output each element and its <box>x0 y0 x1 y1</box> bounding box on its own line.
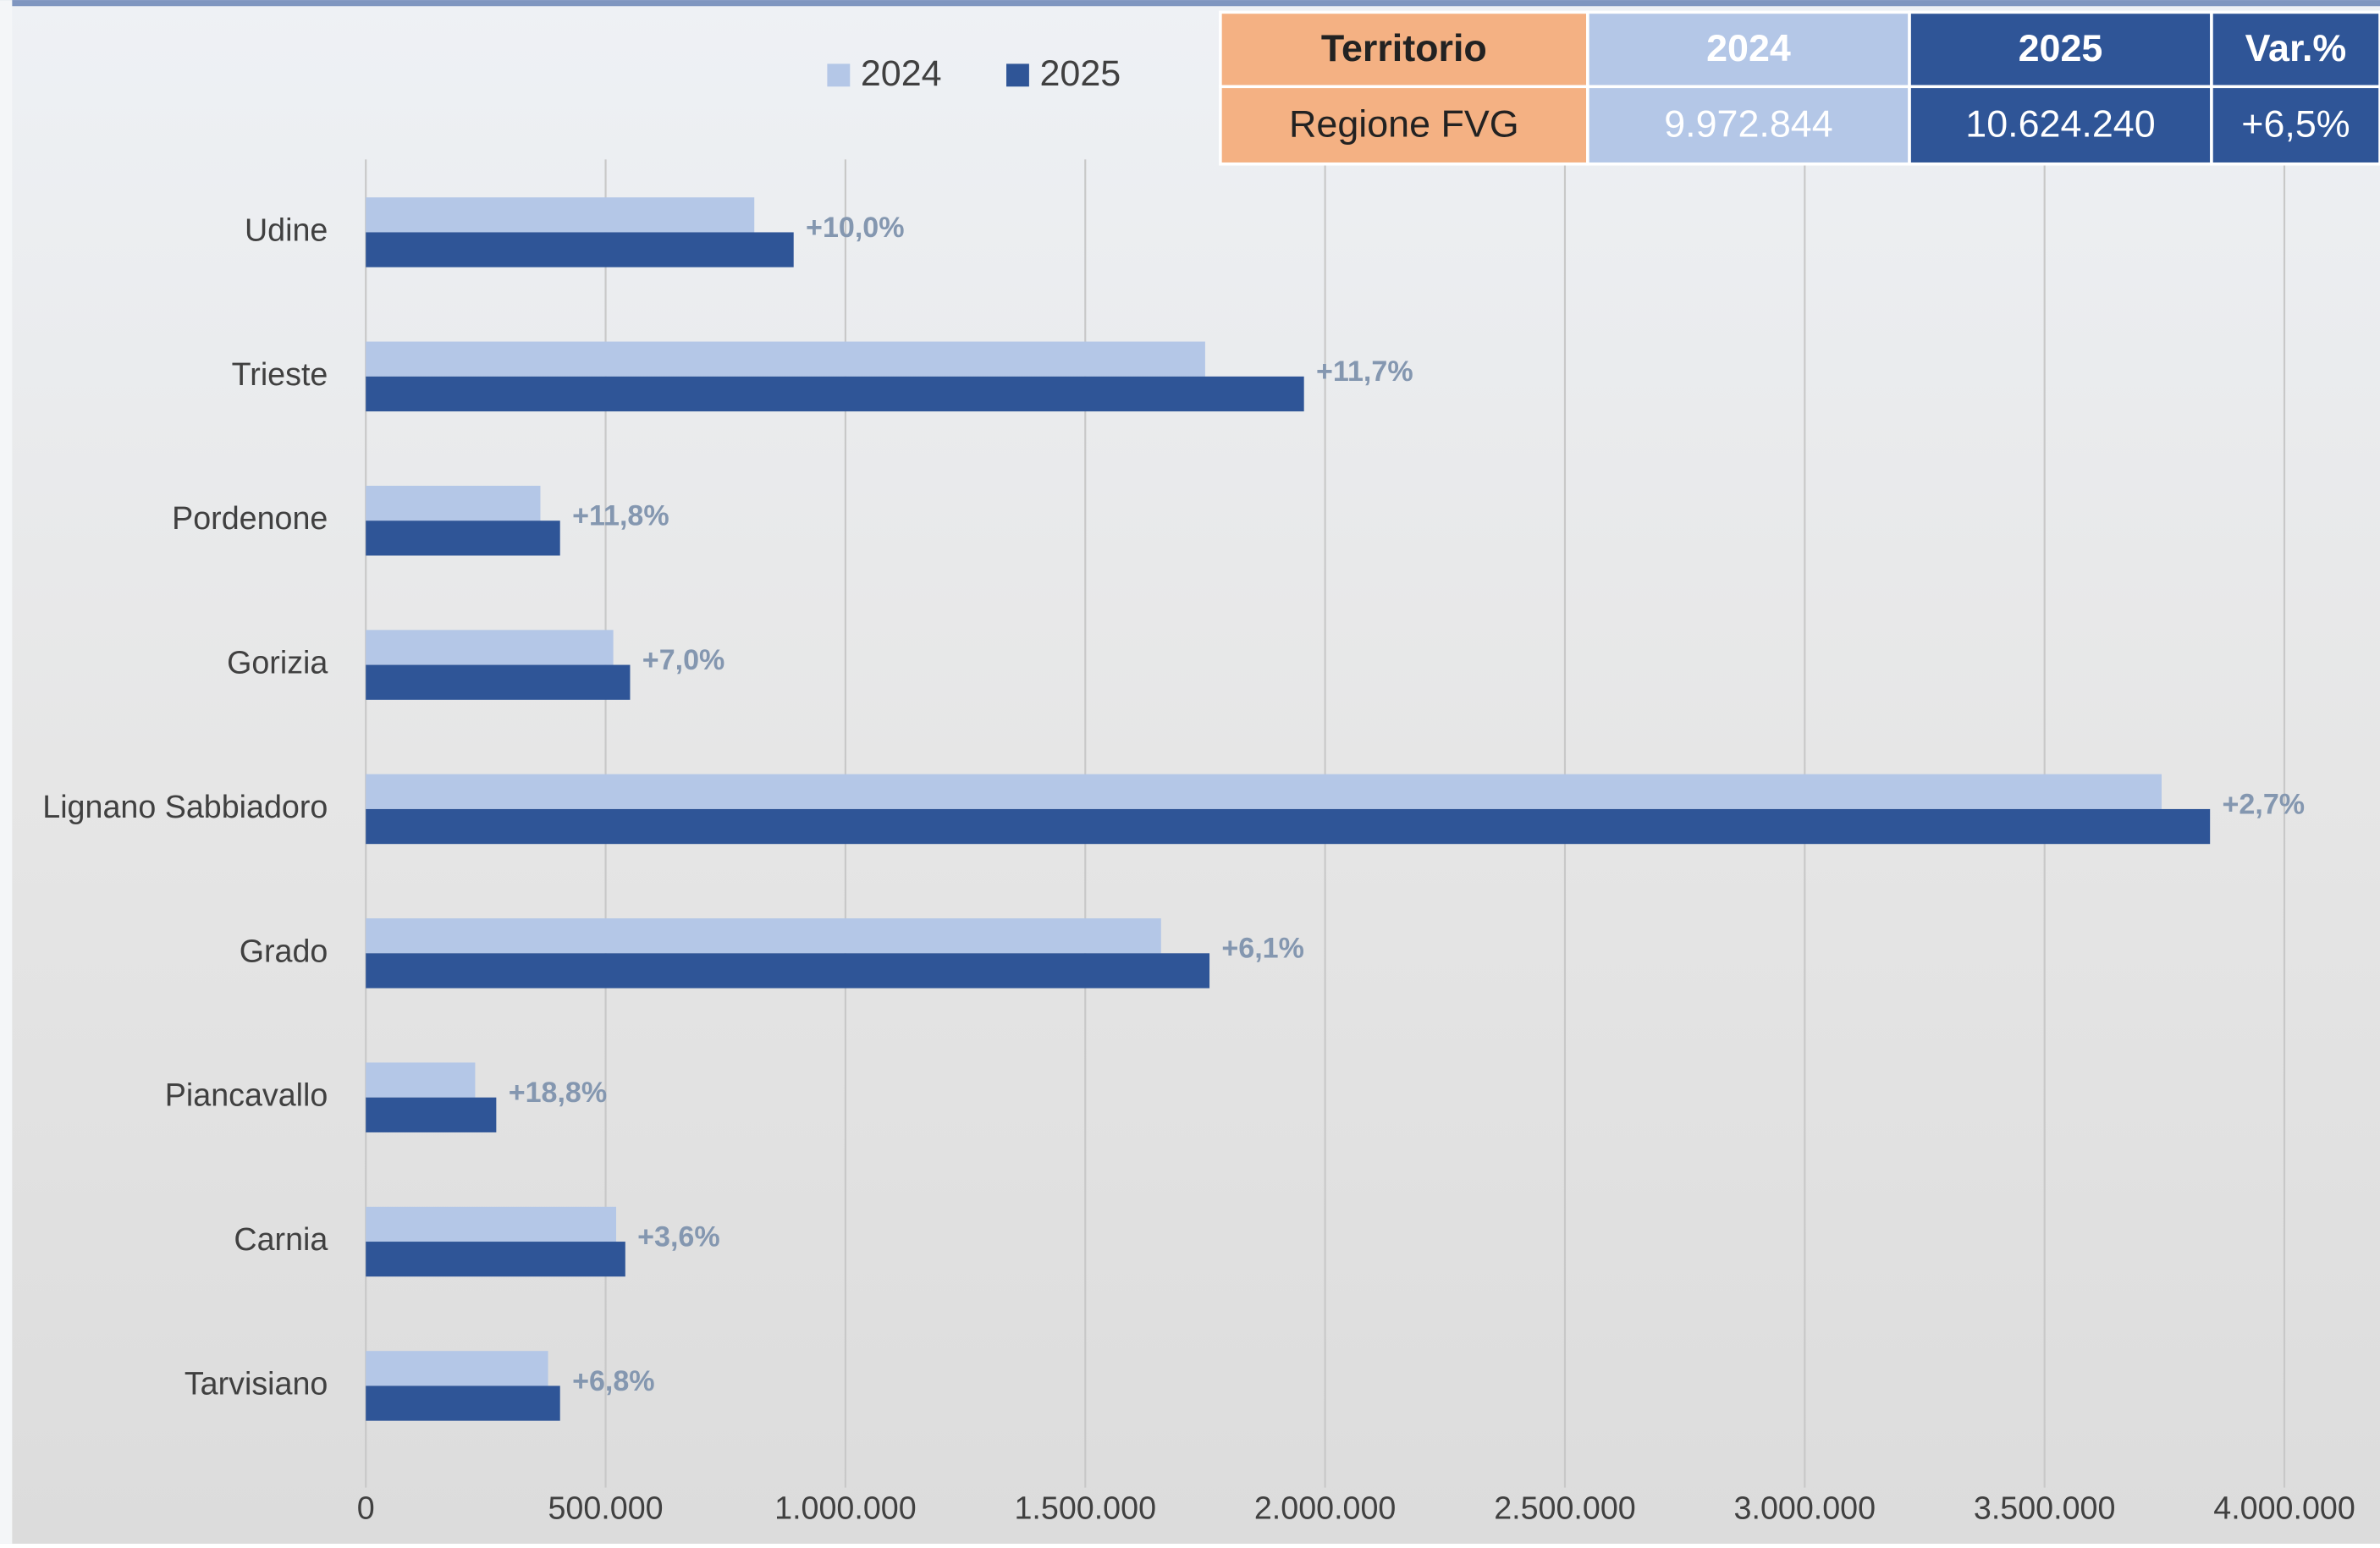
variation-label: +11,7% <box>1316 355 1413 388</box>
legend-label: 2024 <box>861 53 942 94</box>
table-value: 9.972.844 <box>1664 102 1832 146</box>
left-border <box>0 0 13 1544</box>
variation-label: +2,7% <box>2223 788 2306 820</box>
x-tick-label: 4.000.000 <box>2213 1490 2355 1525</box>
bar <box>366 485 541 521</box>
table-header: 2025 <box>2019 26 2103 69</box>
table-cell <box>1219 85 1589 166</box>
table-header: Var.% <box>2245 26 2347 69</box>
bar <box>366 630 614 665</box>
variation-label: +10,0% <box>806 212 904 244</box>
variation-label: +6,8% <box>572 1365 655 1397</box>
bar <box>366 1351 548 1386</box>
x-tick-label: 2.500.000 <box>1494 1490 1636 1525</box>
bar <box>366 232 794 267</box>
variation-label: +18,8% <box>509 1077 607 1109</box>
bar <box>366 774 2162 809</box>
table-value: +6,5% <box>2241 102 2350 146</box>
category-label: Tarvisiano <box>185 1365 328 1401</box>
variation-label: +7,0% <box>642 644 725 676</box>
variation-label: +3,6% <box>637 1220 720 1253</box>
category-label: Grado <box>240 933 328 968</box>
bar <box>366 953 1210 989</box>
x-tick-label: 3.000.000 <box>1734 1490 1876 1525</box>
x-tick-label: 1.500.000 <box>1014 1490 1156 1525</box>
bar <box>366 664 631 700</box>
variation-label: +11,8% <box>572 500 669 532</box>
legend-swatch <box>827 63 851 87</box>
bar <box>366 197 755 233</box>
category-label: Udine <box>245 212 328 247</box>
category-label: Pordenone <box>172 500 328 536</box>
table-value: 10.624.240 <box>1965 102 2155 146</box>
x-tick-label: 3.500.000 <box>1974 1490 2116 1525</box>
table-cell <box>2210 10 2380 89</box>
category-label: Piancavallo <box>165 1077 328 1113</box>
x-tick-label: 0 <box>357 1490 375 1525</box>
bar <box>366 1062 476 1098</box>
x-tick-label: 1.000.000 <box>774 1490 917 1525</box>
bar <box>366 1385 560 1421</box>
bar <box>366 376 1304 412</box>
category-label: Gorizia <box>227 645 328 680</box>
x-tick-label: 2.000.000 <box>1254 1490 1397 1525</box>
x-tick-label: 500.000 <box>548 1490 663 1525</box>
category-label: Lignano Sabbiadoro <box>42 789 328 824</box>
table-cell <box>1586 85 1911 166</box>
table-header: Territorio <box>1321 26 1487 69</box>
table-header: 2024 <box>1706 26 1791 69</box>
top-border <box>0 0 2380 7</box>
table-value: Regione FVG <box>1289 102 1519 146</box>
category-label: Carnia <box>234 1221 328 1257</box>
variation-label: +6,1% <box>1221 933 1304 965</box>
table-cell <box>2210 85 2380 166</box>
bar <box>366 918 1161 954</box>
bar <box>366 1206 617 1242</box>
category-label: Trieste <box>232 356 328 392</box>
bar <box>366 808 2211 845</box>
bar <box>366 1242 625 1277</box>
bar <box>366 1097 497 1132</box>
bar <box>366 341 1205 377</box>
legend-label: 2025 <box>1039 53 1121 94</box>
bar <box>366 521 560 556</box>
legend-swatch <box>1006 63 1029 87</box>
table-cell <box>1908 85 2213 166</box>
